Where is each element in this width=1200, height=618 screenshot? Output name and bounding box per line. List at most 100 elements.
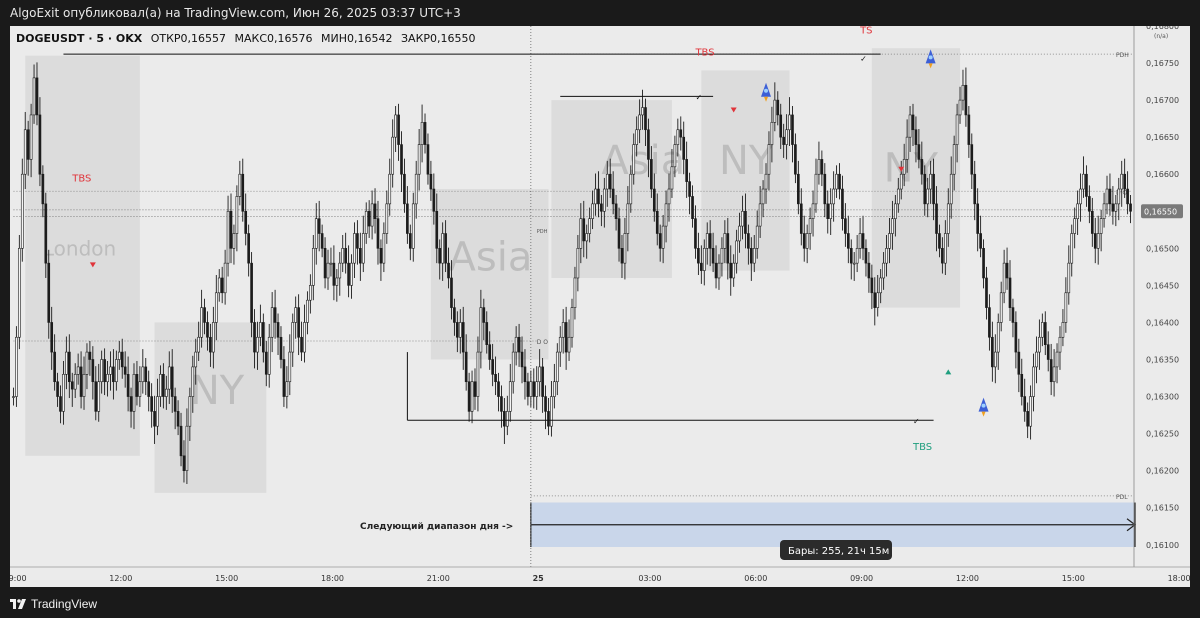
candle-body [385, 203, 389, 234]
candle-body [1017, 351, 1021, 375]
candle-body [852, 262, 856, 265]
check-mark: ✓ [860, 55, 867, 64]
candle-body [958, 99, 962, 116]
candle-body [297, 307, 300, 338]
candle-body [982, 248, 985, 279]
candle-body [1052, 366, 1056, 383]
candle-body [908, 114, 912, 138]
candle-body [870, 277, 874, 294]
rocket-window [764, 88, 769, 93]
candle-body [18, 248, 21, 338]
candle-body [911, 114, 915, 131]
candle-body [350, 262, 353, 286]
candle-body [367, 210, 371, 227]
candle-body [244, 210, 248, 234]
candle-body [1029, 396, 1032, 427]
candle-body [682, 136, 686, 160]
candle-body [873, 292, 877, 308]
candle-body [888, 233, 891, 249]
candle-body [132, 374, 136, 412]
candle-body [946, 203, 950, 234]
candle-body [314, 218, 318, 249]
candle-body [541, 366, 544, 397]
candle-body [123, 366, 127, 375]
candle-body [691, 196, 694, 219]
next-range-arrow-head [1126, 518, 1136, 532]
time-axis-label: 25 [533, 574, 545, 583]
candle-body [56, 381, 59, 397]
candle-body [861, 233, 865, 249]
candle-body [44, 203, 48, 264]
candle-body [773, 99, 777, 123]
candle-body [1108, 188, 1112, 205]
candle-body [1020, 374, 1024, 397]
candle-body [432, 188, 436, 212]
candle-body [802, 233, 806, 249]
time-axis-label: 12:00 [956, 574, 979, 583]
candle-body [300, 336, 303, 353]
pdh-label-2: PDH [537, 229, 548, 235]
price-axis-label: 0,16150 [1146, 504, 1179, 513]
brand-name: TradingView [31, 597, 98, 611]
high-value: МАКС0,16576 [234, 32, 313, 45]
candle-body [1038, 336, 1041, 353]
candle-body [553, 381, 556, 397]
candle-body [170, 366, 174, 397]
candle-body [617, 218, 621, 249]
candle-body [173, 396, 177, 412]
candle-body [641, 107, 644, 116]
candle-body [1061, 322, 1065, 338]
tradingview-logo[interactable]: TradingView [10, 597, 97, 611]
session-box [25, 55, 140, 456]
candle-body [858, 233, 862, 249]
candle-body [785, 129, 788, 145]
candle-body [538, 366, 541, 383]
candle-body [573, 277, 577, 308]
candle-body [1032, 366, 1035, 397]
candle-body [88, 351, 92, 360]
price-axis-label: 0,16650 [1146, 133, 1179, 142]
candle-body [279, 336, 283, 360]
candle-body [67, 351, 71, 383]
candle-body [935, 203, 938, 234]
candle-body [29, 114, 33, 160]
candle-body [185, 425, 189, 471]
rocket-window [928, 55, 933, 60]
candle-body [988, 307, 991, 338]
candle-body [814, 173, 818, 205]
candle-body [429, 173, 433, 190]
candle-body [826, 203, 830, 219]
next-range-caption: Следующий диапазон дня -> [360, 522, 513, 532]
candle-body [353, 233, 356, 264]
time-axis-label: 15:00 [215, 574, 238, 583]
candle-body [62, 374, 65, 412]
candle-body [664, 203, 668, 227]
candle-body [191, 366, 195, 397]
candle-body [1046, 344, 1050, 360]
candle-body [156, 396, 159, 427]
bars-tooltip-text: Бары: 255, 21ч 15м [788, 546, 889, 557]
candle-body [200, 307, 203, 338]
time-axis-label: 09:00 [10, 574, 27, 583]
signal-label: TBS [71, 174, 91, 185]
candle-body [1043, 322, 1047, 345]
candle-body [150, 396, 153, 412]
candle-body [652, 188, 656, 212]
candle-body [476, 351, 480, 397]
candle-body [744, 210, 747, 234]
candle-body [165, 388, 168, 397]
symbol-label[interactable]: DOGEUSDT · 5 · OKX [16, 32, 143, 45]
candle-body [209, 336, 212, 353]
chart-frame[interactable]: London NY Asia Asia NY NY Следующий диапазон д… [10, 26, 1190, 587]
price-axis-label: 0,16500 [1146, 244, 1179, 253]
candle-body [212, 322, 215, 353]
publisher-line: AlgoExit опубликовал(а) на TradingView.c… [10, 6, 461, 20]
candle-body [1079, 188, 1082, 205]
candle-body [267, 336, 271, 375]
candle-body [832, 188, 835, 205]
candle-body [162, 374, 165, 397]
candle-body [306, 299, 309, 323]
candle-body [259, 322, 262, 338]
current-price-tag[interactable] [1141, 204, 1183, 219]
